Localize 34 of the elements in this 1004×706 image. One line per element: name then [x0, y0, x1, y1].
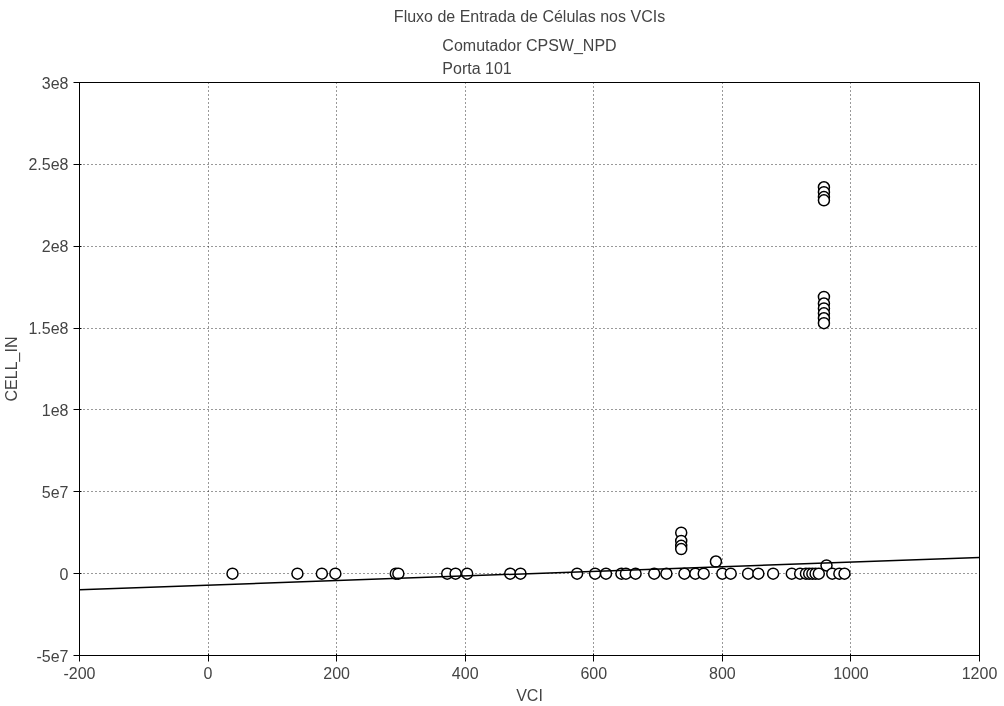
point	[291, 567, 304, 580]
x-tick-label: 0	[203, 664, 213, 682]
y-tick-label: 2.5e8	[28, 156, 69, 174]
point	[724, 567, 737, 580]
point	[741, 567, 755, 580]
x-tick-label: 600	[580, 664, 608, 682]
point	[752, 567, 765, 580]
x-tick-label: 1200	[961, 664, 998, 682]
y-tick-label: 5e7	[41, 483, 69, 501]
point	[697, 567, 710, 580]
y-tick-label: 1.5e8	[28, 320, 69, 338]
y-tick-label: -5e7	[36, 647, 69, 665]
x-tick-label: 1000	[833, 664, 869, 682]
x-axis-title: VCI	[516, 686, 543, 704]
chart-subtitle: Comutador CPSW_NPD Porta 101	[442, 36, 617, 78]
point	[329, 567, 342, 580]
point	[709, 555, 723, 568]
point	[838, 567, 851, 580]
point	[226, 567, 239, 580]
point	[817, 316, 831, 330]
point	[817, 194, 831, 207]
point	[315, 567, 329, 580]
y-tick-label: 0	[59, 565, 69, 583]
point	[812, 567, 826, 580]
x-tick-label: 800	[709, 664, 736, 682]
x-tick-label: 200	[323, 664, 351, 682]
x-tick-label: 400	[451, 664, 479, 682]
y-tick-label: 2e8	[41, 238, 69, 256]
y-tick-label: 1e8	[41, 401, 69, 419]
point	[766, 567, 780, 580]
x-tick-label: -200	[63, 664, 96, 682]
y-tick-label: 3e8	[41, 74, 69, 92]
y-axis-title: CELL_IN	[3, 336, 22, 402]
chart-title: Fluxo de Entrada de Células nos VCIs	[393, 7, 666, 25]
